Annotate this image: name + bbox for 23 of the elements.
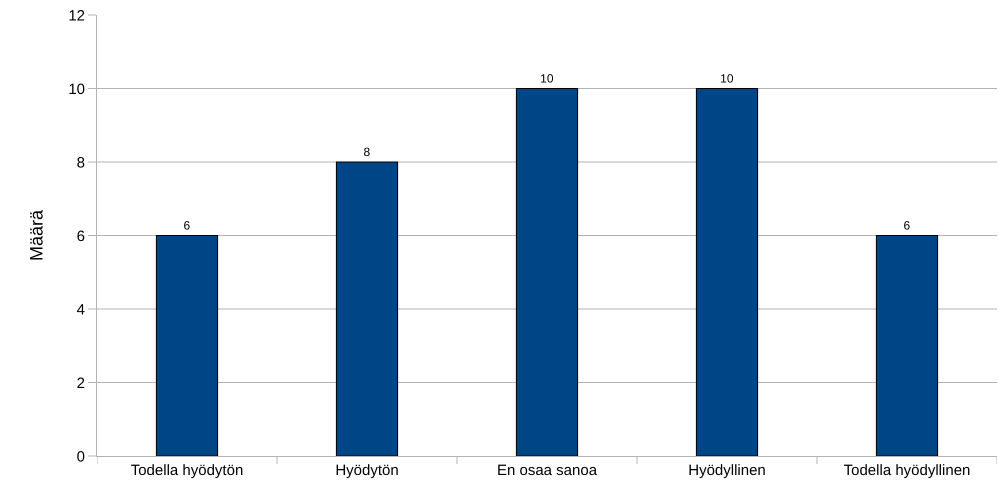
x-tick-label: Hyödyllinen: [688, 462, 766, 479]
x-tick-label: Todella hyödyllinen: [844, 462, 970, 479]
y-tick-label: 0: [76, 448, 85, 466]
bar: [696, 88, 758, 456]
y-tick-label: 8: [76, 154, 85, 172]
y-axis-title: Määrä: [26, 209, 47, 262]
data-label: 10: [720, 72, 734, 86]
bar: [516, 88, 578, 456]
y-tick-label: 4: [76, 301, 85, 318]
y-tick-label: 6: [76, 228, 85, 245]
x-tick-label: Hyödytön: [335, 462, 399, 479]
bar: [876, 235, 938, 456]
data-label: 6: [904, 218, 910, 232]
x-tick-label: En osaa sanoa: [496, 462, 598, 479]
data-label: 6: [184, 218, 190, 232]
data-label: 8: [364, 145, 370, 159]
y-tick-label: 2: [76, 374, 85, 392]
bar: [156, 235, 218, 456]
y-tick-label: 12: [68, 7, 85, 24]
y-tick-label: 10: [68, 80, 85, 98]
bar: [336, 162, 398, 456]
x-tick-label: Todella hyödytön: [130, 462, 244, 479]
data-label: 10: [540, 72, 554, 86]
